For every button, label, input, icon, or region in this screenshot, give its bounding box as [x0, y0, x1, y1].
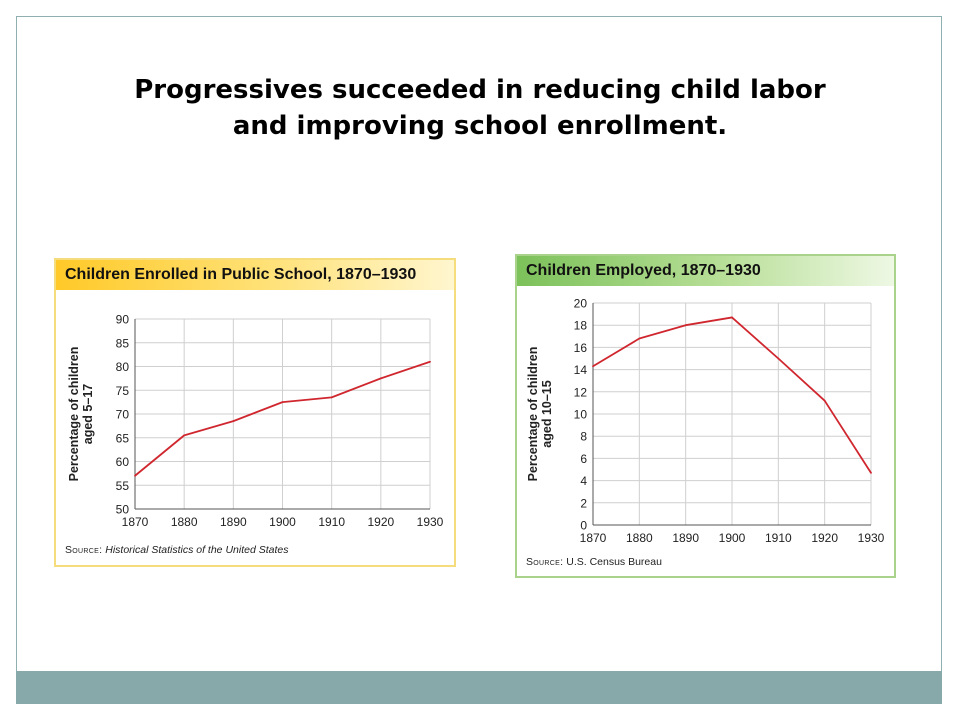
data-point: [429, 360, 431, 363]
y-tick-label: 85: [116, 336, 130, 350]
children-employed-plot: 0 2 4 6 8 10 12 14 16 18 20 1870 1880 1890 1900 1910 192…: [526, 297, 885, 546]
x-tick-label: 1930: [417, 515, 444, 529]
y-tick-label: 10: [574, 408, 588, 422]
data-point: [870, 471, 872, 474]
y-tick-label: 12: [574, 385, 588, 399]
data-point: [638, 337, 641, 340]
data-point: [232, 420, 235, 423]
data-point: [592, 365, 594, 368]
x-tick-label: 1920: [367, 515, 394, 529]
y-tick-label: 60: [116, 455, 130, 469]
school-enrollment-plot: 50 55 60 65 70 75 80 85 90 1870 1880 1890 1900 1910 19…: [67, 313, 444, 530]
chart-title: Children Enrolled in Public School, 1870…: [56, 260, 454, 290]
data-point: [731, 316, 733, 319]
x-tick-label: 1900: [269, 515, 296, 529]
y-tick-label: 70: [116, 408, 130, 422]
x-tick-label: 1930: [858, 531, 885, 545]
data-point: [330, 396, 333, 399]
y-axis-label-line-1: Percentage of children: [67, 347, 81, 482]
y-tick-label: 80: [116, 360, 130, 374]
source-label: Source:: [526, 556, 564, 568]
y-axis-label-line-2: aged 10–15: [540, 380, 554, 447]
chart-source: Source: Historical Statistics of the Uni…: [65, 544, 288, 556]
y-tick-label: 18: [574, 319, 588, 333]
y-axis-label: Percentage of children aged 5–17: [67, 347, 95, 482]
chart-title: Children Employed, 1870–1930: [517, 256, 894, 286]
data-point: [183, 434, 186, 437]
data-point: [134, 474, 136, 477]
y-tick-label: 14: [574, 363, 588, 377]
x-tick-label: 1880: [626, 531, 653, 545]
y-tick-label: 90: [116, 313, 130, 327]
y-tick-label: 0: [580, 519, 587, 533]
source-label: Source:: [65, 544, 103, 556]
y-tick-label: 2: [580, 496, 587, 510]
slide-title: Progressives succeeded in reducing child…: [60, 72, 900, 144]
y-tick-label: 55: [116, 479, 130, 493]
x-tick-label: 1920: [811, 531, 838, 545]
data-point: [823, 399, 826, 402]
data-point: [379, 377, 382, 380]
y-tick-label: 50: [116, 503, 130, 517]
y-tick-label: 6: [580, 452, 587, 466]
y-axis-label-line-1: Percentage of children: [526, 347, 540, 482]
slide-title-line-1: Progressives succeeded in reducing child…: [134, 75, 826, 105]
chart-source: Source: U.S. Census Bureau: [526, 556, 662, 568]
source-value: U.S. Census Bureau: [566, 556, 662, 568]
x-tick-label: 1880: [171, 515, 198, 529]
x-tick-label: 1900: [719, 531, 746, 545]
slide-footer-bar: [16, 671, 942, 704]
y-axis-label-line-2: aged 5–17: [81, 384, 95, 445]
y-axis-label: Percentage of children aged 10–15: [526, 347, 554, 482]
y-tick-label: 8: [580, 430, 587, 444]
y-tick-label: 75: [116, 384, 130, 398]
slide-title-line-2: and improving school enrollment.: [232, 111, 728, 141]
x-tick-label: 1890: [220, 515, 247, 529]
x-tick-label: 1870: [580, 531, 607, 545]
y-tick-label: 4: [580, 474, 587, 488]
data-point: [281, 401, 284, 404]
data-point: [684, 324, 687, 327]
y-tick-label: 16: [574, 341, 588, 355]
x-tick-label: 1910: [318, 515, 345, 529]
x-tick-label: 1890: [672, 531, 699, 545]
x-tick-label: 1910: [765, 531, 792, 545]
x-tick-label: 1870: [122, 515, 149, 529]
source-value: Historical Statistics of the United Stat…: [105, 544, 289, 556]
school-enrollment-chart: Children Enrolled in Public School, 1870…: [54, 258, 456, 567]
y-tick-label: 65: [116, 431, 130, 445]
y-tick-label: 20: [574, 297, 588, 311]
data-point: [777, 357, 780, 360]
children-employed-chart: Children Employed, 1870–1930 0 2 4 6 8 10 12 14…: [515, 254, 896, 578]
